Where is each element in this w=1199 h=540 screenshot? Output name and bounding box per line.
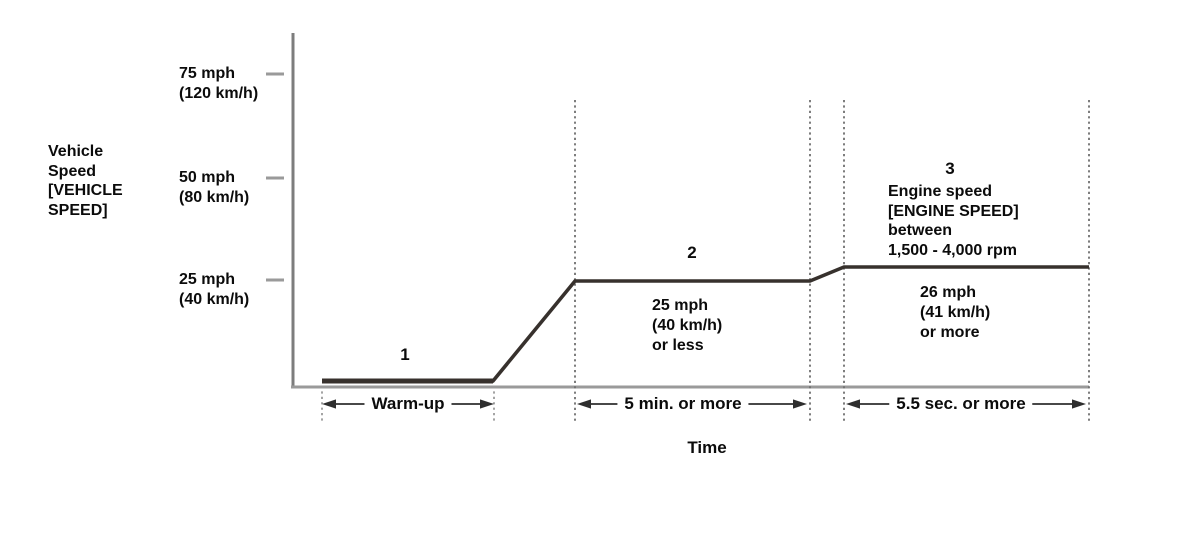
- tick-mph: 25 mph: [179, 271, 236, 288]
- y-axis-title-line: [VEHICLE: [48, 182, 123, 199]
- note-line: 25 mph: [652, 297, 709, 314]
- y-tick-label-25mph: 25 mph (40 km/h): [179, 270, 249, 309]
- y-axis-title-line: Vehicle: [48, 143, 104, 160]
- note-line: 1,500 - 4,000 rpm: [888, 241, 1017, 259]
- note-line: [ENGINE SPEED]: [888, 202, 1019, 220]
- range-label-warmup: Warm-up: [364, 394, 452, 414]
- stage-3-speed-note: 26 mph (41 km/h) or more: [920, 283, 990, 343]
- y-axis-title-line: SPEED]: [48, 201, 108, 219]
- arrowhead-5min-left: [577, 399, 591, 409]
- arrowhead-5min-right: [793, 399, 807, 409]
- note-line: 26 mph: [920, 284, 977, 301]
- arrowhead-warmup-left: [322, 399, 336, 409]
- note-line: or more: [920, 324, 980, 341]
- tick-mph: 50 mph: [179, 169, 236, 186]
- tick-mph: 75 mph: [179, 65, 236, 82]
- y-axis-title-line: Speed: [48, 162, 97, 180]
- note-line: (41 km/h): [920, 304, 991, 321]
- tick-kmh: (120 km/h): [179, 84, 259, 102]
- note-line: or less: [652, 337, 704, 354]
- tick-kmh: (80 km/h): [179, 188, 250, 206]
- range-label-5-5sec: 5.5 sec. or more: [889, 394, 1033, 414]
- note-line: Engine speed: [888, 183, 993, 200]
- stage-3-number: 3: [945, 159, 955, 178]
- note-line: between: [888, 222, 953, 239]
- arrowhead-5-5sec-right: [1072, 399, 1086, 409]
- range-label-5min: 5 min. or more: [617, 394, 749, 414]
- stage-2-speed-note: 25 mph (40 km/h) or less: [652, 296, 722, 356]
- note-line: (40 km/h): [652, 317, 723, 334]
- stage-3-engine-note: Engine speed [ENGINE SPEED] between 1,50…: [888, 182, 1019, 260]
- y-tick-label-75mph: 75 mph (120 km/h): [179, 64, 258, 103]
- y-tick-label-50mph: 50 mph (80 km/h): [179, 168, 249, 207]
- arrowhead-warmup-right: [480, 399, 494, 409]
- stage-1-number: 1: [400, 345, 410, 364]
- x-axis-title: Time: [687, 438, 727, 457]
- arrowhead-5-5sec-left: [846, 399, 860, 409]
- y-axis-title: Vehicle Speed [VEHICLE SPEED]: [48, 142, 123, 220]
- tick-kmh: (40 km/h): [179, 290, 250, 308]
- stage-2-number: 2: [687, 243, 697, 262]
